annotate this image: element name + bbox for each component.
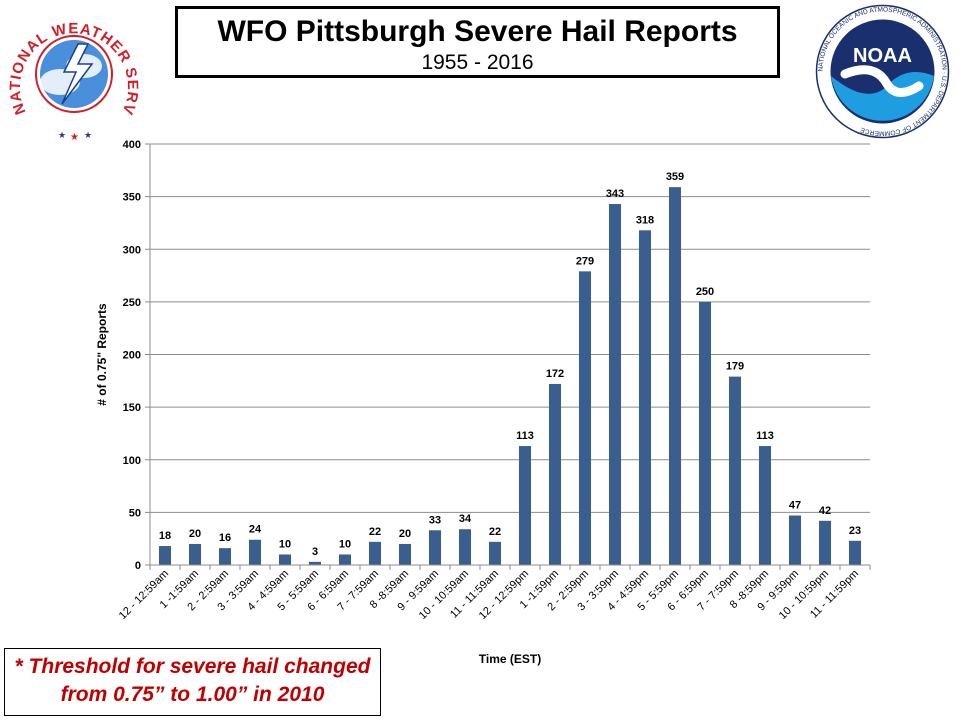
data-label: 22 [369,526,381,538]
bar [489,541,501,565]
data-label: 250 [696,286,714,298]
data-label: 113 [756,430,774,442]
y-tick-label: 400 [123,139,141,151]
y-axis-label: # of 0.75" Reports [95,303,109,406]
bar [609,203,621,565]
data-label: 16 [219,532,231,544]
bar [399,543,411,565]
bar [759,446,771,565]
bar [339,554,351,565]
data-label: 18 [159,530,171,542]
svg-text:★: ★ [70,132,79,142]
bar [579,271,591,565]
bar [429,530,441,565]
y-tick-label: 350 [123,192,141,204]
bar [819,520,831,565]
chart-subtitle: 1955 - 2016 [421,51,534,74]
data-label: 42 [819,505,831,517]
data-label: 10 [279,538,291,550]
bar [699,301,711,565]
bar [189,543,201,565]
bar [849,540,861,565]
data-label: 10 [339,538,351,550]
bar [369,541,381,565]
data-label: 359 [666,171,684,183]
bar [729,376,741,565]
threshold-note: * Threshold for severe hail changed from… [4,648,381,716]
data-label: 113 [516,430,534,442]
data-label: 34 [459,513,472,525]
data-label: 3 [312,546,318,558]
note-line-1: * Threshold for severe hail changed [14,655,371,678]
data-label: 24 [249,524,262,536]
noaa-logo-icon: NATIONAL OCEANIC AND ATMOSPHERIC ADMINIS… [815,4,950,139]
data-label: 33 [429,514,441,526]
bar [519,446,531,565]
data-label: 47 [789,500,801,512]
grid-lines [150,143,870,513]
bar [669,187,681,565]
x-tick-label: 12 - 12:59am [117,568,171,622]
noaa-logo-text: NOAA [853,45,912,67]
y-axis-ticks: 0 50 100 150 200 250 300 350 400 [123,139,150,572]
data-labels: 18 20 16 24 10 3 10 22 20 33 34 22 113 172 279 343 318 35… [159,171,861,558]
bar [639,230,651,565]
bars [159,187,861,565]
data-label: 179 [726,361,744,373]
bar [279,554,291,565]
data-label: 23 [849,525,861,537]
bar [219,548,231,565]
nws-logo-icon: NATIONAL WEATHER SERVICE ★ ★ ★ [8,2,140,142]
data-label: 343 [606,188,624,200]
chart-title: WFO Pittsburgh Severe Hail Reports [217,15,738,48]
y-tick-label: 150 [123,402,141,414]
y-tick-label: 0 [135,560,141,572]
note-line-2: from 0.75” to 1.00” in 2010 [60,683,325,706]
data-label: 22 [489,526,501,538]
bar [159,546,171,565]
svg-text:★: ★ [84,130,92,140]
x-axis-label: Time (EST) [479,652,541,666]
data-label: 318 [636,214,654,226]
bar [789,515,801,565]
bar [309,561,321,565]
bar [549,383,561,565]
data-label: 172 [546,368,564,380]
y-tick-label: 250 [123,297,141,309]
svg-text:★: ★ [58,130,66,140]
bar [459,529,471,565]
bar [249,539,261,565]
y-tick-label: 200 [123,350,141,362]
data-label: 20 [189,528,201,540]
y-tick-label: 50 [129,507,141,519]
title-box: WFO Pittsburgh Severe Hail Reports 1955 … [175,6,780,78]
y-tick-label: 100 [123,455,141,467]
data-label: 20 [399,528,411,540]
data-label: 279 [576,255,594,267]
y-tick-label: 300 [123,244,141,256]
